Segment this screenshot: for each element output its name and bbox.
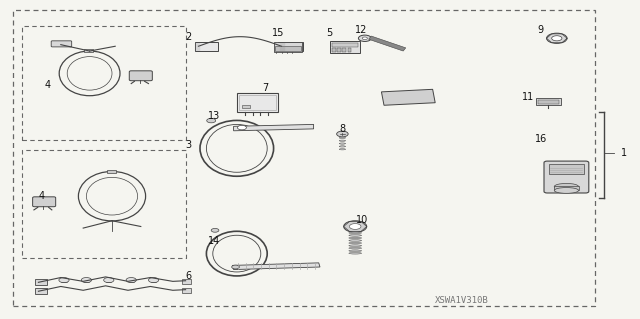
Ellipse shape: [349, 237, 362, 239]
Text: 14: 14: [208, 236, 221, 246]
FancyBboxPatch shape: [129, 71, 152, 81]
Ellipse shape: [349, 232, 362, 234]
Ellipse shape: [339, 137, 346, 138]
Ellipse shape: [554, 183, 579, 190]
Polygon shape: [369, 36, 406, 51]
Text: 15: 15: [272, 28, 285, 39]
Bar: [274, 42, 302, 52]
Ellipse shape: [349, 250, 362, 251]
Circle shape: [344, 221, 367, 232]
Bar: [348, 48, 351, 52]
Text: 9: 9: [538, 25, 544, 35]
FancyBboxPatch shape: [51, 41, 72, 47]
Text: 4: 4: [45, 79, 51, 90]
Polygon shape: [232, 263, 320, 270]
Ellipse shape: [339, 149, 346, 150]
Text: XSWA1V310B: XSWA1V310B: [435, 296, 489, 305]
Circle shape: [81, 278, 92, 283]
Circle shape: [547, 33, 567, 43]
Circle shape: [148, 278, 159, 283]
Ellipse shape: [554, 188, 579, 193]
Bar: [337, 48, 341, 52]
Bar: [332, 43, 358, 47]
Bar: [242, 105, 250, 108]
Text: 2: 2: [186, 32, 192, 42]
Bar: [35, 279, 47, 285]
Text: 3: 3: [186, 140, 192, 150]
Ellipse shape: [349, 248, 362, 249]
Text: 4: 4: [38, 191, 45, 201]
Bar: [278, 42, 303, 51]
Bar: [35, 288, 47, 294]
Text: 12: 12: [355, 25, 368, 35]
Text: 5: 5: [326, 28, 333, 39]
Bar: [332, 48, 336, 52]
Ellipse shape: [349, 242, 362, 244]
Polygon shape: [381, 89, 435, 105]
Bar: [536, 98, 561, 105]
Bar: [549, 164, 584, 174]
Bar: [275, 46, 301, 51]
Ellipse shape: [349, 235, 362, 236]
Bar: [342, 48, 346, 52]
Text: 11: 11: [522, 92, 534, 102]
Bar: [107, 170, 116, 173]
Bar: [239, 95, 276, 110]
Ellipse shape: [349, 253, 362, 254]
Bar: [538, 100, 559, 104]
Bar: [195, 42, 218, 51]
Bar: [182, 279, 191, 284]
FancyBboxPatch shape: [33, 197, 56, 207]
Bar: [554, 186, 579, 190]
Text: 1: 1: [621, 148, 627, 158]
Circle shape: [362, 37, 367, 40]
Polygon shape: [234, 124, 314, 131]
Circle shape: [237, 125, 246, 130]
Circle shape: [358, 35, 371, 41]
Text: 16: 16: [534, 134, 547, 144]
Bar: [84, 49, 93, 52]
Ellipse shape: [349, 245, 362, 246]
Ellipse shape: [349, 240, 362, 241]
Bar: [237, 93, 278, 112]
Text: 6: 6: [186, 271, 192, 281]
Ellipse shape: [339, 143, 346, 144]
FancyBboxPatch shape: [544, 161, 589, 193]
Text: 13: 13: [208, 111, 221, 122]
Circle shape: [232, 265, 239, 269]
Bar: [182, 288, 191, 293]
Text: 7: 7: [262, 83, 269, 93]
Circle shape: [126, 278, 136, 283]
Text: 10: 10: [355, 215, 368, 225]
Bar: [330, 41, 360, 53]
Circle shape: [59, 278, 69, 283]
Circle shape: [104, 278, 114, 283]
Circle shape: [552, 36, 562, 41]
Ellipse shape: [339, 146, 346, 147]
Circle shape: [337, 131, 348, 137]
Circle shape: [207, 118, 216, 123]
Circle shape: [349, 224, 361, 229]
Circle shape: [211, 228, 219, 232]
Text: 8: 8: [339, 124, 346, 134]
Ellipse shape: [339, 140, 346, 141]
